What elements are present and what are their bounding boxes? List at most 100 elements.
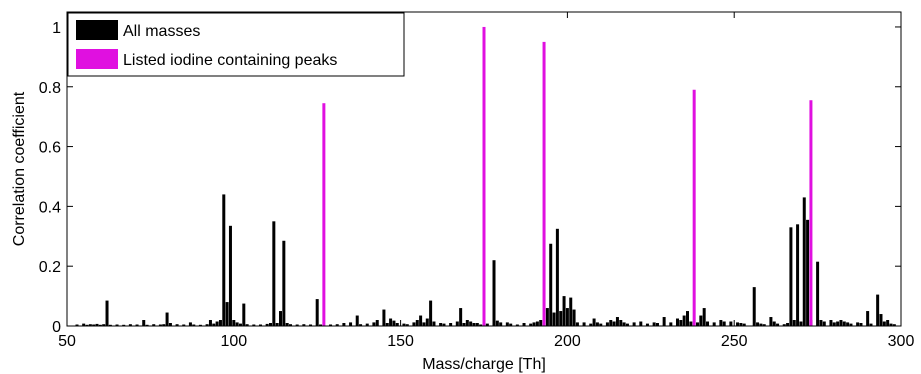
bar-all-masses <box>309 324 313 326</box>
bar-all-masses <box>742 323 746 326</box>
bar-all-masses <box>892 324 896 326</box>
bar-all-masses <box>842 321 846 326</box>
bar-all-masses <box>145 324 149 326</box>
legend-swatch-iodine-peaks <box>76 49 118 69</box>
bar-all-masses <box>152 324 156 326</box>
bar-all-masses <box>315 299 319 326</box>
bar-all-masses <box>662 317 666 326</box>
bar-all-masses <box>319 324 323 326</box>
bar-all-masses <box>175 324 179 326</box>
bar-all-masses <box>342 323 346 326</box>
bar-all-masses <box>756 322 760 326</box>
bar-all-masses <box>462 323 466 326</box>
bar-all-masses <box>772 321 776 326</box>
bar-all-masses <box>799 321 803 326</box>
bar-all-masses <box>806 219 810 326</box>
bar-all-masses <box>415 320 419 326</box>
bar-all-masses <box>879 314 883 326</box>
bar-all-masses <box>425 318 429 326</box>
bar-all-masses <box>472 323 476 326</box>
bar-all-masses <box>589 323 593 326</box>
bar-all-masses <box>655 323 659 326</box>
bar-all-masses <box>582 322 586 326</box>
x-axis-label: Mass/charge [Th] <box>422 356 546 373</box>
bar-all-masses <box>802 197 806 326</box>
bar-all-masses <box>859 323 863 326</box>
bar-all-masses <box>459 308 463 326</box>
bar-all-masses <box>689 321 693 326</box>
bar-iodine-peak <box>809 100 813 326</box>
axis-ticks: 50 100 150 200 250 300 0 0.2 0.4 0.6 0.8 1 <box>39 12 914 350</box>
bar-all-masses <box>75 324 79 326</box>
x-tick-label: 250 <box>721 333 748 350</box>
bar-all-masses <box>789 227 793 326</box>
y-axis-label: Correlation coefficient <box>11 91 28 246</box>
bar-all-masses <box>479 324 483 326</box>
bar-all-masses <box>279 311 282 326</box>
bar-all-masses <box>215 321 219 326</box>
bar-all-masses <box>432 321 436 326</box>
x-tick-label: 100 <box>220 333 247 350</box>
bar-all-masses <box>235 322 239 326</box>
bar-all-masses <box>612 321 616 326</box>
bar-all-masses <box>258 324 262 326</box>
bar-all-masses <box>572 309 576 326</box>
bar-all-masses <box>242 303 246 326</box>
bar-all-masses <box>886 320 890 326</box>
bar-all-masses <box>485 323 489 326</box>
bar-all-masses <box>645 323 649 326</box>
bar-all-masses <box>839 320 843 326</box>
bar-all-masses <box>569 297 573 326</box>
bar-all-masses <box>592 318 596 326</box>
bar-all-masses <box>752 287 756 326</box>
bar-all-masses <box>625 323 629 326</box>
bar-all-masses <box>449 323 453 326</box>
bar-all-masses <box>505 322 509 326</box>
bar-all-masses <box>615 317 619 326</box>
bar-all-masses <box>282 240 286 326</box>
bar-all-masses <box>729 321 733 326</box>
bar-all-masses <box>889 323 893 326</box>
bar-all-masses <box>375 320 379 326</box>
bar-all-masses <box>856 322 860 326</box>
bar-all-masses <box>609 320 613 326</box>
bar-all-masses <box>158 324 162 326</box>
bar-all-masses <box>442 323 446 326</box>
bar-all-masses <box>652 322 656 326</box>
bar-all-masses <box>168 323 172 326</box>
bar-all-masses <box>212 323 216 326</box>
bar-all-masses <box>228 225 232 326</box>
y-tick-label: 0 <box>52 319 61 336</box>
bar-all-masses <box>869 323 873 326</box>
bar-all-masses <box>329 324 333 326</box>
bar-all-masses <box>499 322 503 326</box>
x-tick-label: 50 <box>58 333 76 350</box>
bar-all-masses <box>218 320 222 326</box>
bar-all-masses <box>836 321 840 326</box>
bar-all-masses <box>245 324 249 326</box>
bar-all-masses <box>565 308 569 326</box>
bar-all-masses <box>492 260 496 326</box>
bar-all-masses <box>252 324 256 326</box>
bar-all-masses <box>238 323 242 326</box>
bar-all-masses <box>849 323 853 326</box>
bar-all-masses <box>295 324 299 326</box>
bar-all-masses <box>102 324 106 326</box>
bar-all-masses <box>846 322 850 326</box>
bar-all-masses <box>786 323 790 326</box>
bar-all-masses <box>782 324 786 326</box>
bar-all-masses <box>122 324 126 326</box>
bar-all-masses <box>722 321 726 326</box>
bar-all-masses <box>135 324 139 326</box>
bar-all-masses <box>389 318 393 326</box>
bar-all-masses <box>882 321 886 326</box>
bar-all-masses <box>515 324 519 326</box>
bar-all-masses <box>736 322 740 326</box>
bar-all-masses <box>739 323 743 326</box>
bar-all-masses <box>455 321 459 326</box>
bar-all-masses <box>92 324 96 326</box>
legend-label-all-masses: All masses <box>123 23 200 40</box>
bar-all-masses <box>269 323 272 326</box>
bar-all-masses <box>98 324 102 326</box>
bar-all-masses <box>819 320 823 326</box>
